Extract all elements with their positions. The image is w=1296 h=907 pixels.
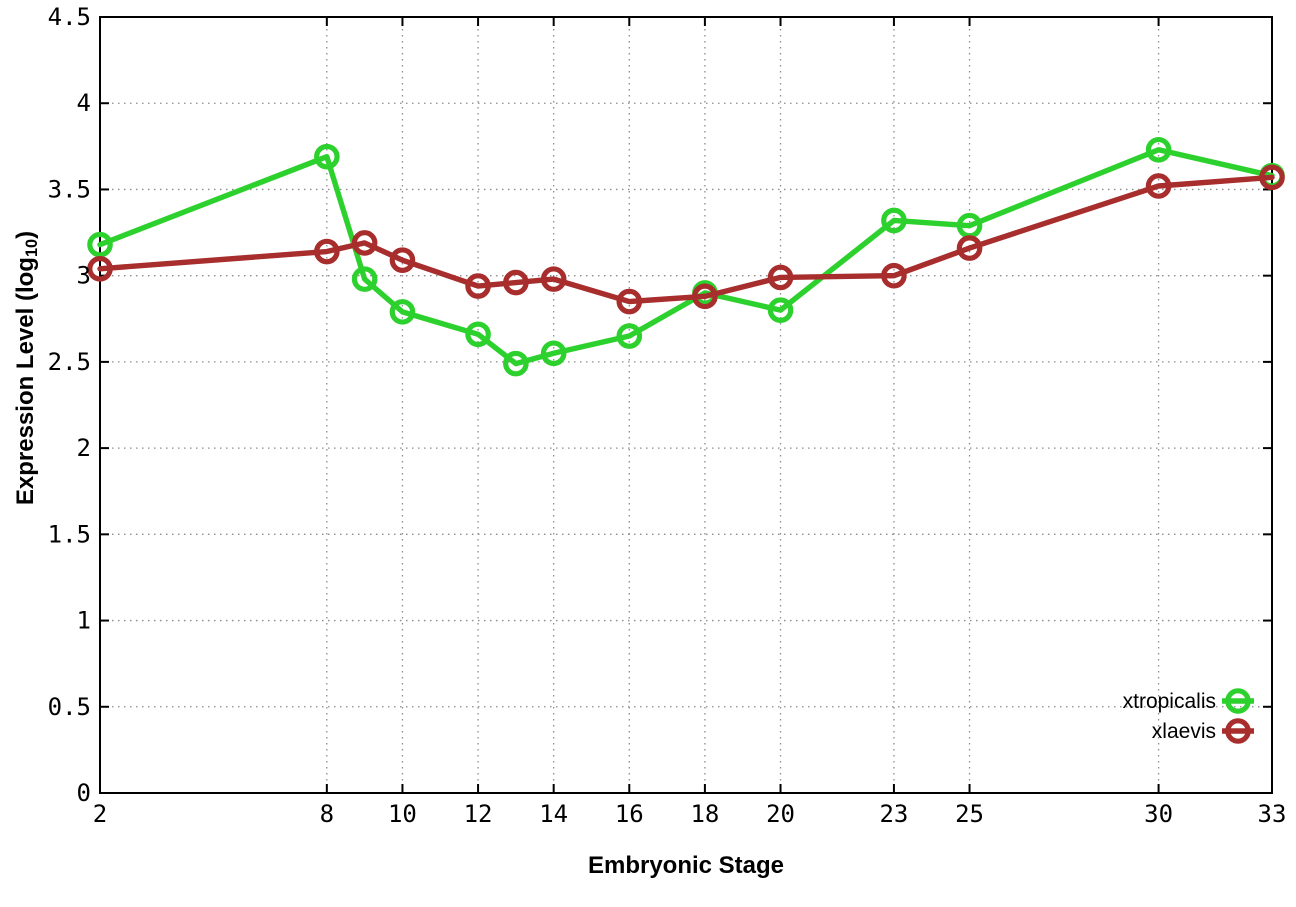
x-tick-label: 33 [1258, 800, 1287, 828]
legend-label-xlaevis: xlaevis [1152, 720, 1216, 743]
y-axis-title-suffix: ) [11, 230, 39, 239]
marker-xtropicalis [1145, 136, 1172, 163]
marker-xlaevis [767, 264, 794, 291]
x-tick-label: 10 [388, 800, 417, 828]
marker-xtropicalis [351, 266, 378, 292]
y-tick-label: 1.5 [48, 520, 91, 548]
plot-border [99, 16, 1273, 794]
marker-xtropicalis [465, 321, 491, 348]
marker-xlaevis [692, 283, 718, 310]
y-tick-label: 2 [77, 434, 91, 462]
marker-xlaevis [881, 262, 907, 289]
marker-xlaevis [351, 230, 378, 256]
marker-xtropicalis [389, 299, 416, 325]
x-tick-label: 30 [1144, 800, 1173, 828]
y-tick-label: 1 [77, 607, 91, 635]
marker-xlaevis [314, 238, 340, 265]
x-tick-label: 20 [766, 800, 795, 828]
marker-xtropicalis [881, 207, 907, 234]
marker-xtropicalis [87, 231, 113, 258]
y-tick-label: 3 [77, 262, 91, 290]
x-tick-label: 25 [955, 800, 984, 828]
marker-xlaevis [1259, 164, 1285, 191]
y-axis-title-subscript: 10 [23, 238, 42, 258]
y-axis-title: Expression Level (log10) [12, 231, 42, 505]
x-tick-label: 18 [690, 800, 719, 828]
y-tick-label: 4 [77, 89, 91, 117]
y-tick-label: 0 [77, 779, 91, 807]
marker-xlaevis [87, 255, 113, 282]
marker-xtropicalis [767, 297, 794, 323]
marker-xlaevis [956, 235, 983, 261]
marker-xlaevis [389, 247, 416, 273]
marker-xlaevis [616, 288, 643, 315]
marker-xtropicalis [503, 350, 529, 377]
y-tick-label: 2.5 [48, 348, 91, 376]
x-tick-label: 12 [464, 800, 493, 828]
marker-xtropicalis [314, 143, 340, 170]
x-tick-label: 14 [539, 800, 568, 828]
marker-xtropicalis [540, 340, 567, 367]
y-tick-label: 0.5 [48, 693, 91, 721]
x-tick-label: 23 [879, 800, 908, 828]
marker-xtropicalis [616, 323, 643, 349]
x-tick-label: 2 [93, 800, 107, 828]
legend-label-xtropicalis: xtropicalis [1123, 690, 1216, 713]
legend-marker-xtropicalis [1225, 688, 1251, 714]
x-tick-label: 8 [320, 800, 334, 828]
legend-marker-xlaevis [1225, 718, 1251, 744]
marker-xlaevis [540, 266, 567, 292]
marker-xlaevis [503, 269, 529, 296]
marker-xlaevis [1145, 173, 1172, 199]
y-tick-label: 3.5 [48, 175, 91, 203]
series-line-xlaevis [97, 174, 1275, 305]
y-axis-title-text: Expression Level (log [11, 257, 39, 506]
x-tick-label: 16 [615, 800, 644, 828]
y-tick-label: 4.5 [48, 3, 91, 31]
marker-xlaevis [465, 273, 491, 299]
x-axis-title: Embryonic Stage [587, 852, 785, 879]
